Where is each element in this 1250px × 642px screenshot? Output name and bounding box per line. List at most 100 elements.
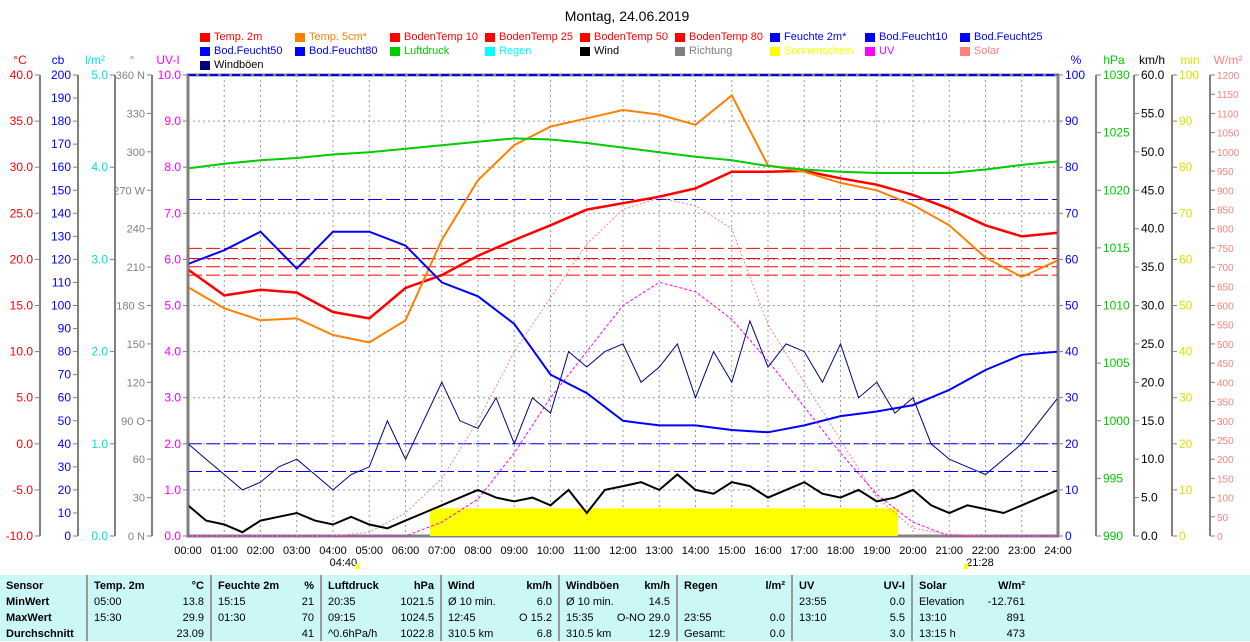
axis-tick-label: 5.0: [1141, 491, 1158, 505]
legend-label: Bod.Feucht25: [974, 31, 1043, 43]
axis-tick-label: 1005: [1103, 356, 1130, 370]
table-section: Windböen km/h Ø 10 min. 14.5 15:35 O-NO 29.0 3…: [560, 575, 678, 641]
legend-item: Sonnenschein: [770, 45, 854, 57]
legend-swatch: [485, 32, 495, 42]
table-cell: 5.5: [889, 612, 905, 624]
axis-tick-label: 1020: [1103, 183, 1130, 197]
weather-chart: Montag, 24.06.2019 00:00 01:00 02:00 03:00 0…: [6, 8, 1242, 569]
series-uv: [188, 281, 1058, 537]
x-tick-label: 04:00: [319, 545, 347, 557]
table-cell: Ø 10 min.: [448, 596, 496, 608]
legend-label: Solar: [974, 45, 1000, 57]
axis-tick-label: 330: [127, 108, 145, 120]
table-cell: [0, 611, 80, 626]
table-cell: 13:15 h: [919, 628, 956, 640]
axis-tick-label: 30: [1179, 391, 1193, 405]
table-cell: 891: [1006, 612, 1025, 624]
axis-unit-label: l/m²: [85, 53, 105, 67]
sunset-label: 21:28: [966, 557, 994, 569]
axis-tick-label: 180: [51, 114, 71, 128]
table-cell: 1021.5: [400, 596, 434, 608]
table-header: km/h: [526, 580, 552, 592]
table-cell: 12.9: [648, 628, 670, 640]
x-tick-label: 02:00: [247, 545, 275, 557]
x-tick-label: 09:00: [500, 545, 528, 557]
series-feuchte-2m-: [187, 230, 1059, 434]
sunrise-marker: [355, 564, 360, 569]
x-tick-label: 03:00: [283, 545, 311, 557]
axis-tick-label: 35.0: [10, 114, 34, 128]
table-cell: 09:15: [328, 612, 356, 624]
table-cell: 310.5 km: [566, 628, 612, 640]
table-section: Regen l/m² 23:55 0.0 Gesamt: 0.0: [678, 575, 793, 641]
table-cell: 41: [301, 628, 314, 640]
table-header: °C: [191, 580, 204, 592]
axis-tick-label: 2.0: [91, 345, 108, 359]
axis-tick-label: 2.0: [164, 437, 181, 451]
x-tick-label: 14:00: [682, 545, 710, 557]
table-cell: 01:30: [218, 612, 246, 624]
axis-tick-label: 50: [1217, 513, 1229, 524]
axis-tick-label: 40: [1065, 345, 1079, 359]
legend-label: Feuchte 2m*: [784, 31, 847, 43]
table-cell: 14.5: [648, 596, 670, 608]
table-cell: 20:35: [328, 596, 356, 608]
x-tick-label: 24:00: [1044, 545, 1072, 557]
axis-tick-label: 25.0: [1141, 337, 1165, 351]
table-header: l/m²: [765, 580, 785, 592]
legend-item: Bod.Feucht10: [865, 31, 948, 43]
legend-swatch: [675, 32, 685, 42]
legend-label: BodenTemp 25: [499, 31, 573, 43]
legend-swatch: [200, 32, 210, 42]
x-tick-label: 18:00: [827, 545, 855, 557]
table-cell: 13.8: [182, 596, 204, 608]
statistics-table: Sensor MinWert MaxWert Durchschnitt Temp. 2m…: [0, 575, 1250, 641]
axis-tick-label: 700: [1217, 263, 1234, 274]
axis-tick-label: 850: [1217, 205, 1234, 216]
table-cell: 13:10: [919, 612, 947, 624]
legend-label: Windböen: [214, 59, 264, 71]
axis-tick-label: -10.0: [6, 529, 34, 543]
table-cell: Gesamt:: [684, 628, 726, 640]
chart-title: Montag, 24.06.2019: [565, 8, 690, 24]
legend-item: BodenTemp 25: [485, 31, 573, 43]
table-cell: -12.761: [987, 596, 1025, 608]
axis-tick-label: 80: [1065, 160, 1079, 174]
axis-unit-label: hPa: [1103, 53, 1125, 67]
axis-tick-label: 6.0: [164, 252, 181, 266]
axis-tick-label: 600: [1217, 302, 1234, 313]
axis-tick-label: 1000: [1217, 148, 1240, 159]
x-tick-label: 06:00: [392, 545, 420, 557]
axis-tick-label: 1100: [1217, 109, 1239, 120]
axis-tick-label: 130: [51, 229, 71, 243]
x-tick-label: 12:00: [609, 545, 637, 557]
table-cell: 6.8: [536, 628, 552, 640]
legend: Temp. 2m Temp. 5cm* BodenTemp 10 BodenTemp …: [0, 0, 1250, 75]
axis-tick-label: 0.0: [91, 529, 108, 543]
legend-swatch: [960, 46, 970, 56]
axis-tick-label: 30.0: [1141, 299, 1165, 313]
axis-tick-label: 350: [1217, 398, 1234, 409]
table-cell: MaxWert: [6, 612, 52, 624]
axis-tick-label: 50: [58, 414, 72, 428]
table-cell: Durchschnitt: [6, 628, 74, 640]
axis-tick-label: 400: [1217, 378, 1234, 389]
table-cell: 15:35: [566, 612, 594, 624]
table-section: Temp. 2m °C 05:00 13.8 15:30 29.9 23.09: [88, 575, 212, 641]
axis-tick-label: 10: [1179, 483, 1193, 497]
axis-tick-label: 60.0: [1141, 68, 1165, 82]
legend-item: Feuchte 2m*: [770, 31, 846, 43]
legend-swatch: [295, 32, 305, 42]
legend-label: UV: [879, 45, 895, 57]
table-cell: Ø 10 min.: [566, 596, 614, 608]
axis-tick-label: 100: [1179, 68, 1199, 82]
axis-tick-label: 1.0: [91, 437, 108, 451]
axis-unit-label: UV-I: [156, 53, 179, 67]
table-header: Windböen: [566, 580, 620, 592]
axis-tick-label: 20.0: [1141, 375, 1165, 389]
axis-tick-label: 70: [1179, 206, 1193, 220]
axis-tick-label: 240: [127, 224, 145, 236]
table-header: Wind: [448, 580, 475, 592]
legend-label: BodenTemp 10: [404, 31, 478, 43]
axis-tick-label: 60: [133, 454, 145, 466]
